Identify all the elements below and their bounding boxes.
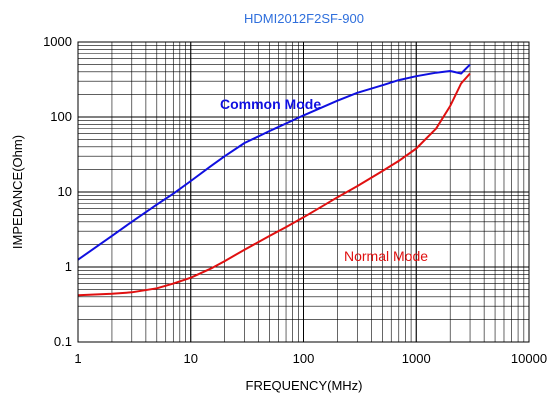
normal-mode-label: Normal Mode bbox=[344, 248, 428, 264]
series-line-normal-mode bbox=[77, 72, 471, 297]
y-tick-label: 10 bbox=[58, 184, 72, 199]
series-group bbox=[77, 63, 471, 297]
y-tick-label: 1 bbox=[65, 259, 72, 274]
series-line-common-mode bbox=[77, 63, 471, 261]
y-tick-label: 1000 bbox=[43, 34, 72, 49]
x-axis-title: FREQUENCY(MHz) bbox=[246, 378, 363, 393]
x-tick-label: 10 bbox=[184, 351, 198, 366]
x-tick-label: 100 bbox=[293, 351, 315, 366]
grid bbox=[77, 41, 530, 343]
y-axis-title: IMPEDANCE(Ohm) bbox=[10, 135, 25, 249]
y-tick-label: 100 bbox=[50, 109, 72, 124]
y-tick-label: 0.1 bbox=[54, 334, 72, 349]
x-tick-label: 1 bbox=[74, 351, 81, 366]
common-mode-label: Common Mode bbox=[220, 96, 321, 112]
x-tick-label: 1000 bbox=[402, 351, 431, 366]
chart-title: HDMI2012F2SF-900 bbox=[244, 11, 364, 26]
x-tick-labels: 1 10 100 1000 10000 bbox=[74, 351, 547, 366]
x-tick-label: 10000 bbox=[511, 351, 547, 366]
y-tick-labels: 0.1 1 10 100 1000 bbox=[43, 34, 72, 349]
plot-frame bbox=[77, 41, 530, 343]
